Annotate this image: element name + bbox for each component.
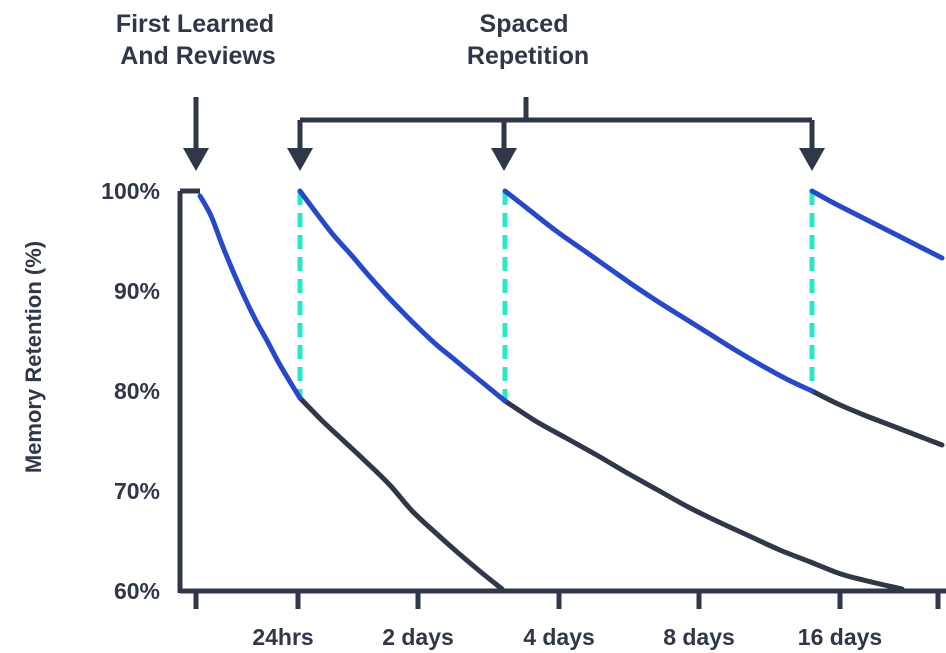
first-learned-label-line2: And Reviews (120, 42, 276, 70)
review1-arrow-head (287, 148, 313, 171)
retention-curve-3 (809, 188, 945, 261)
forgetting-curve-2 (809, 388, 945, 448)
x-tick-24hrs: 24hrs (252, 624, 313, 650)
axes (177, 188, 946, 594)
y-tick-90: 90% (114, 278, 160, 304)
first-learned-label-line1: First Learned (116, 10, 274, 38)
x-tick-marks (193, 591, 941, 609)
x-tick-4-days: 4 days (523, 624, 595, 650)
y-tick-80: 80% (114, 378, 160, 404)
spaced-repetition-label-line1: Spaced (480, 10, 569, 38)
y-tick-100: 100% (101, 178, 160, 204)
x-tick-2-days: 2 days (382, 624, 454, 650)
x-tick-8-days: 8 days (663, 624, 735, 650)
arrow-heads (183, 148, 825, 171)
x-tick-labels: 24hrs 2 days 4 days 8 days 16 days (252, 624, 882, 650)
review2-arrow-head (491, 148, 517, 171)
retention-curve-1 (297, 188, 508, 404)
forgetting-curve-0 (297, 395, 505, 592)
y-tick-60: 60% (114, 578, 160, 604)
retention-curve-0 (197, 193, 303, 401)
y-tick-labels: 100% 90% 80% 70% 60% (101, 178, 160, 604)
y-axis-label: Memory Retention (%) (21, 241, 46, 473)
x-tick-16-days: 16 days (798, 624, 882, 650)
retention-curves (197, 188, 945, 404)
spaced-repetition-label-line2: Repetition (467, 42, 589, 70)
first-learned-arrow-head (183, 148, 209, 171)
forgetting-curve-1 (502, 398, 905, 592)
forgetting-curves (297, 388, 945, 592)
retention-curve-2 (502, 188, 815, 394)
y-tick-70: 70% (114, 478, 160, 504)
review3-arrow-head (799, 148, 825, 171)
annotation-arrows (193, 97, 815, 150)
review-markers (297, 191, 815, 401)
